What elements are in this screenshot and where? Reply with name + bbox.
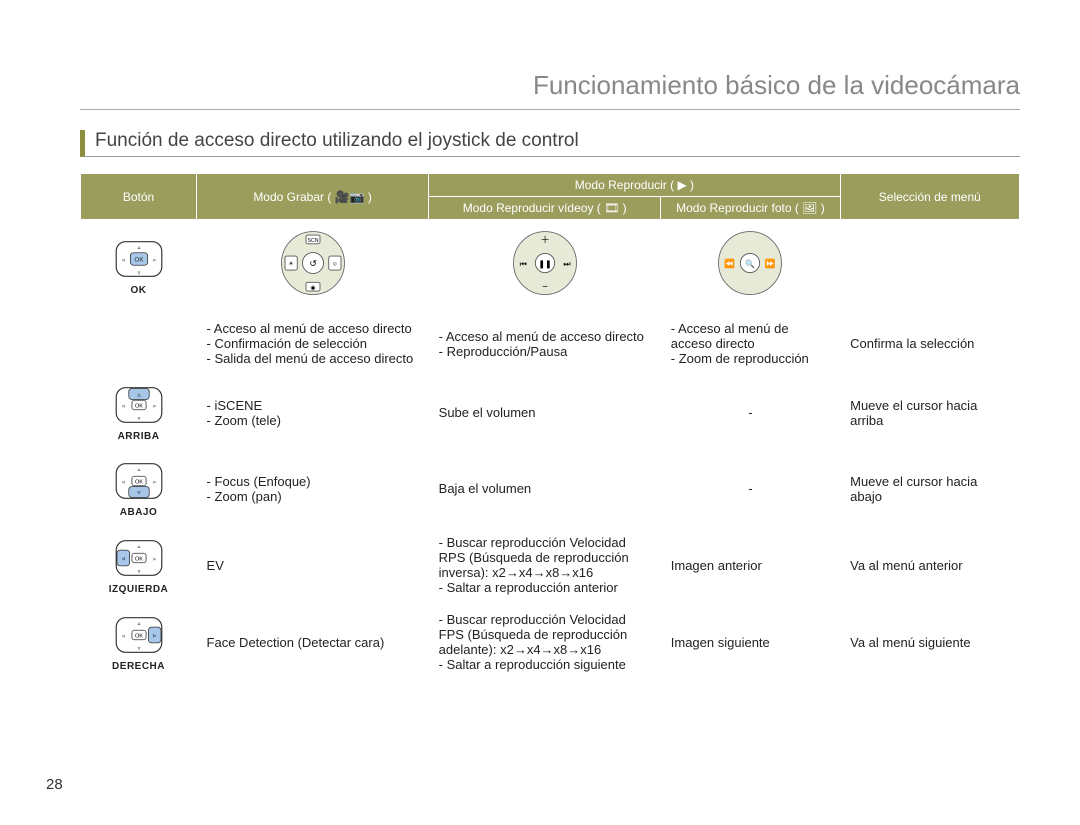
th-menu: Selección de menú	[840, 174, 1019, 220]
svg-text:▵: ▵	[137, 244, 140, 250]
cell-text: -	[661, 375, 840, 451]
svg-text:↺: ↺	[309, 259, 316, 269]
svg-text:⏮: ⏮	[519, 260, 526, 269]
svg-text:▿: ▿	[137, 645, 140, 651]
cell-text: Va al menú siguiente	[840, 604, 1019, 681]
cell-text: Va al menú anterior	[840, 527, 1019, 604]
cell-text: EV	[197, 527, 429, 604]
cell-text: Face Detection (Detectar cara)	[197, 604, 429, 681]
th-sub-video: Modo Reproducir vídeoy ( 🎞 )	[429, 197, 661, 220]
btn-label-left: IZQUIERDA	[91, 584, 187, 595]
svg-text:▵: ▵	[137, 620, 140, 626]
circle-icon-photo: 🔍 ⏪ ⏩	[715, 228, 785, 298]
svg-text:OK: OK	[134, 256, 144, 263]
svg-text:▵: ▵	[137, 391, 140, 398]
svg-text:OK: OK	[135, 556, 143, 562]
table-row-icons: OK ▵ ▿ ◃ ▹ OK ↺	[81, 220, 1020, 313]
table-row: OK ▵ ▿ ◃ ▹ DERECHA Face Detection (Detec…	[81, 604, 1020, 681]
svg-text:OK: OK	[135, 479, 143, 485]
cell-text: Baja el volumen	[429, 451, 661, 527]
svg-text:🔍: 🔍	[746, 259, 756, 269]
joystick-table: Botón Modo Grabar ( 🎥📷 ) Modo Reproducir…	[80, 173, 1020, 681]
circle-icon-record: ↺ SCN ◉ ☀ ☺	[278, 228, 348, 298]
svg-text:OK: OK	[135, 633, 143, 639]
svg-text:❚❚: ❚❚	[538, 260, 551, 269]
svg-text:＋: ＋	[540, 235, 550, 246]
th-boton: Botón	[81, 174, 197, 220]
svg-text:−: −	[542, 281, 548, 292]
svg-text:☀: ☀	[288, 261, 293, 268]
cell-text: Mueve el cursor hacia abajo	[840, 451, 1019, 527]
cell-text: Mueve el cursor hacia arriba	[840, 375, 1019, 451]
table-row: OK ▵ ▿ ◃ ▹ IZQUIERDA EV Buscar reproducc…	[81, 527, 1020, 604]
cell-text: Imagen anterior	[661, 527, 840, 604]
svg-text:▿: ▿	[137, 416, 140, 422]
btn-label-ok: OK	[91, 285, 187, 296]
svg-text:▹: ▹	[153, 257, 156, 263]
svg-text:SCN: SCN	[307, 238, 318, 244]
th-grabar: Modo Grabar ( 🎥📷 )	[197, 174, 429, 220]
svg-text:▿: ▿	[137, 489, 140, 496]
svg-text:▿: ▿	[137, 270, 140, 276]
svg-text:⏪: ⏪	[725, 259, 736, 269]
table-row: OK ▵ ▿ ◃ ▹ ARRIBA iSCENE Zoom (tele) Sub…	[81, 375, 1020, 451]
cell-text: Focus (Enfoque) Zoom (pan)	[207, 474, 419, 504]
svg-text:▹: ▹	[153, 479, 156, 485]
joystick-icon-right: OK ▵ ▿ ◃ ▹	[111, 613, 167, 657]
page-title: Funcionamiento básico de la videocámara	[80, 70, 1020, 110]
circle-icon-video: ❚❚ ＋ − ⏮ ⏭	[510, 228, 580, 298]
svg-text:▵: ▵	[137, 467, 140, 473]
cell-text: iSCENE Zoom (tele)	[207, 398, 419, 428]
btn-label-right: DERECHA	[91, 661, 187, 672]
svg-text:◉: ◉	[310, 284, 315, 291]
btn-label-down: ABAJO	[91, 507, 187, 518]
cell-text: Imagen siguiente	[661, 604, 840, 681]
svg-text:◃: ◃	[121, 479, 124, 485]
cell-text: Acceso al menú de acceso directo Confirm…	[207, 321, 419, 366]
svg-text:▵: ▵	[137, 543, 140, 549]
cell-text: Acceso al menú de acceso directo Reprodu…	[439, 329, 651, 359]
svg-text:◃: ◃	[121, 633, 124, 639]
svg-text:▹: ▹	[153, 556, 156, 562]
cell-text: Confirma la selección	[840, 313, 1019, 375]
cell-text: Buscar reproducción Velocidad RPS (Búsqu…	[439, 535, 651, 595]
btn-label-up: ARRIBA	[91, 431, 187, 442]
page-number: 28	[46, 776, 63, 793]
table-row: Acceso al menú de acceso directo Confirm…	[81, 313, 1020, 375]
svg-text:◃: ◃	[121, 257, 124, 263]
cell-text: Sube el volumen	[429, 375, 661, 451]
table-row: OK ▵ ▿ ◃ ▹ ABAJO Focus (Enfoque) Zoom (p…	[81, 451, 1020, 527]
svg-text:⏭: ⏭	[563, 260, 570, 269]
svg-text:◃: ◃	[121, 555, 124, 562]
joystick-icon-down: OK ▵ ▿ ◃ ▹	[111, 459, 167, 503]
svg-text:⏩: ⏩	[765, 259, 776, 269]
cell-text: -	[661, 451, 840, 527]
svg-text:▹: ▹	[153, 403, 156, 409]
svg-text:▹: ▹	[153, 632, 156, 639]
cell-text: Acceso al menú de acceso directo Zoom de…	[671, 321, 830, 366]
svg-text:OK: OK	[135, 403, 143, 409]
svg-text:☺: ☺	[331, 261, 337, 268]
cell-text: Buscar reproducción Velocidad FPS (Búsqu…	[439, 612, 651, 672]
section-title: Función de acceso directo utilizando el …	[80, 130, 1020, 157]
joystick-icon-ok: OK ▵ ▿ ◃ ▹	[111, 237, 167, 281]
joystick-icon-left: OK ▵ ▿ ◃ ▹	[111, 536, 167, 580]
th-reproducir: Modo Reproducir ( ▶ )	[429, 174, 840, 197]
svg-text:◃: ◃	[121, 403, 124, 409]
joystick-icon-up: OK ▵ ▿ ◃ ▹	[111, 383, 167, 427]
th-sub-foto: Modo Reproducir foto ( 🖼 )	[661, 197, 840, 220]
svg-text:▿: ▿	[137, 568, 140, 574]
